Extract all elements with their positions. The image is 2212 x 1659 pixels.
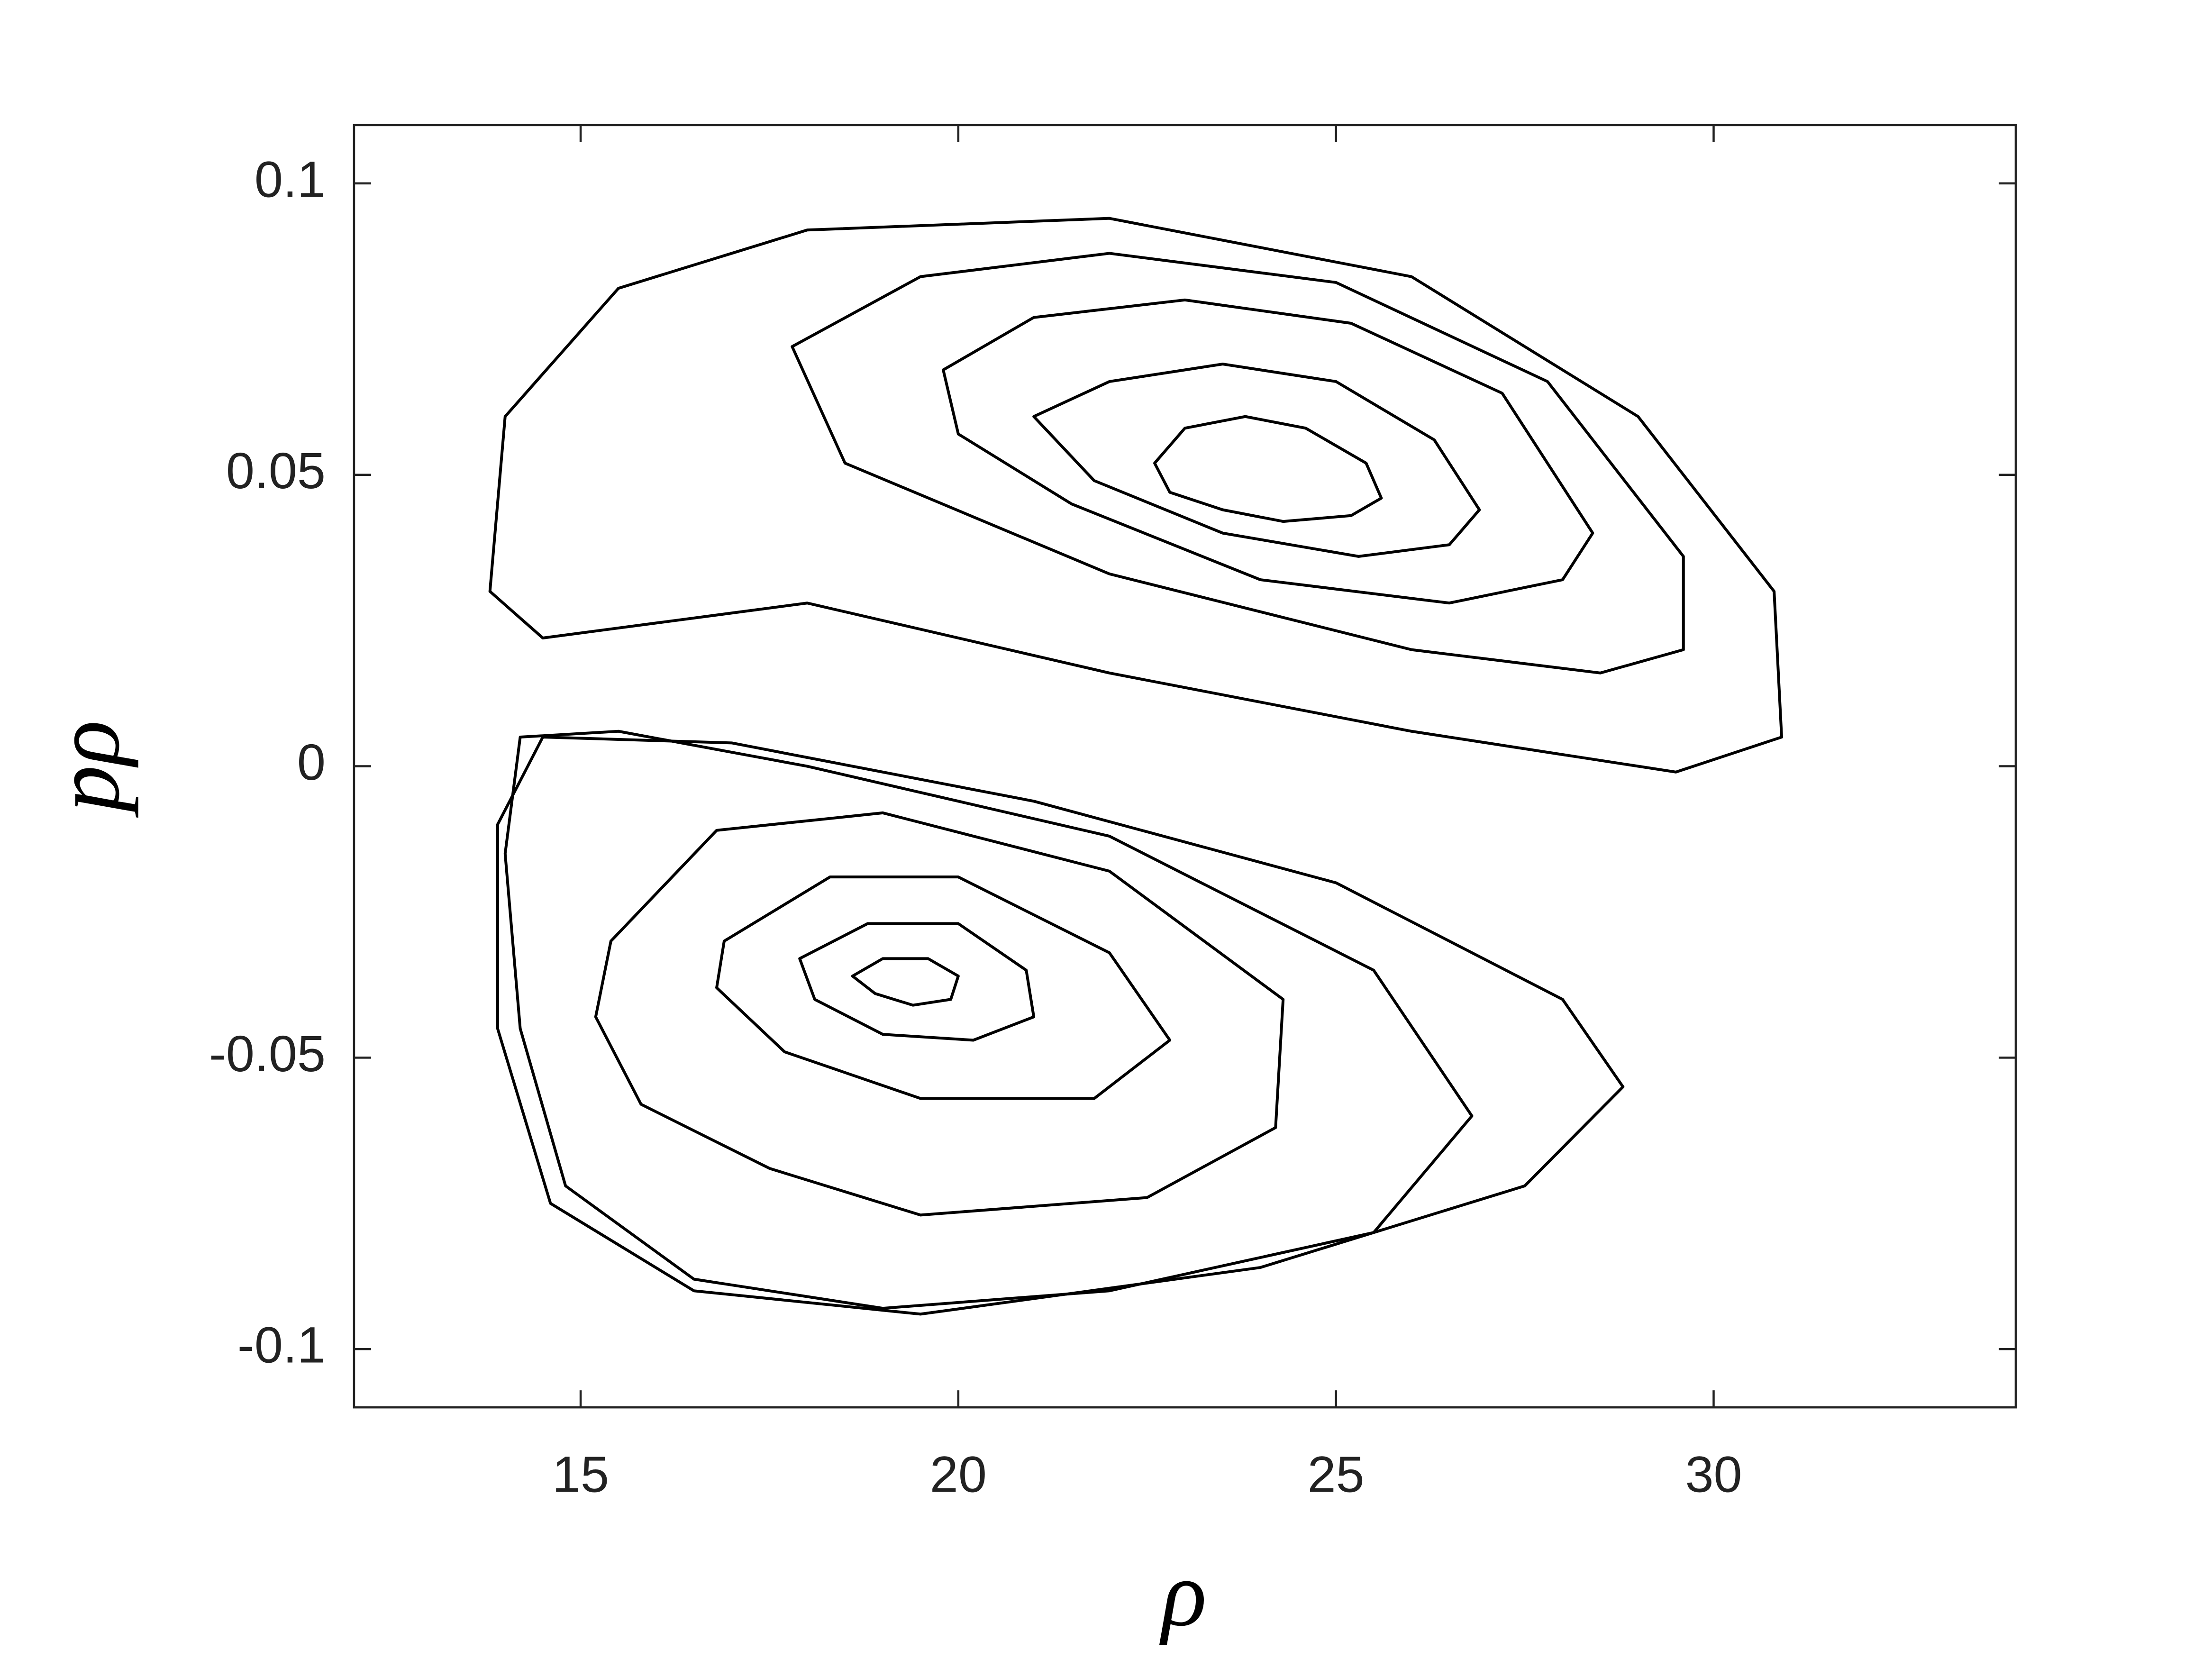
y-tick-label: -0.05 bbox=[209, 1025, 326, 1082]
orbit-curve bbox=[791, 252, 1685, 675]
orbit-curve bbox=[798, 922, 1036, 1042]
x-tick-label: 15 bbox=[552, 1446, 609, 1503]
orbit-curve bbox=[503, 729, 1474, 1310]
orbit-curve bbox=[851, 957, 960, 1007]
orbit-curve bbox=[1032, 363, 1481, 558]
y-tick-label: 0.1 bbox=[255, 150, 326, 208]
orbit-curve bbox=[594, 811, 1285, 1217]
x-axis-label: ρ bbox=[1159, 1541, 1207, 1645]
y-tick-label: 0 bbox=[297, 733, 326, 791]
y-tick-label: -0.1 bbox=[237, 1316, 326, 1374]
y-axis-label: pρ bbox=[35, 720, 139, 818]
orbit-curve bbox=[1153, 415, 1383, 523]
orbit-curve bbox=[715, 875, 1172, 1100]
orbit-curve bbox=[496, 736, 1625, 1316]
x-tick-label: 25 bbox=[1308, 1446, 1365, 1503]
y-tick-label: 0.05 bbox=[226, 442, 326, 499]
orbit-curve bbox=[488, 217, 1783, 774]
x-tick-label: 20 bbox=[930, 1446, 987, 1503]
x-tick-label: 30 bbox=[1685, 1446, 1742, 1503]
orbit-curve bbox=[942, 298, 1594, 605]
